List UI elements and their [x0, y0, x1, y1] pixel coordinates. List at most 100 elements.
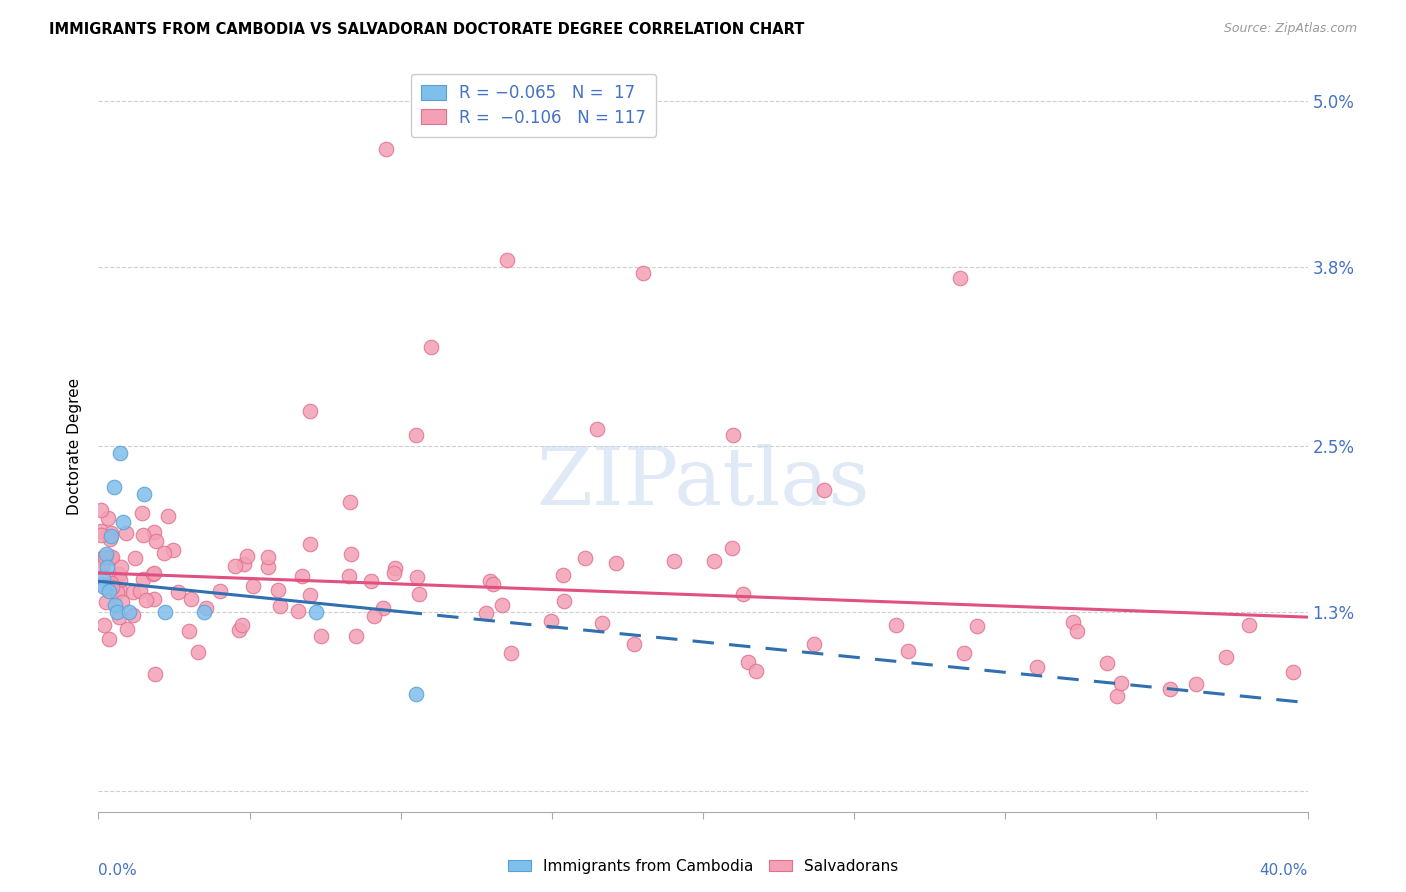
Point	[167, 584, 190, 599]
Point	[232, 557, 254, 571]
Point	[966, 619, 988, 633]
Point	[143, 667, 166, 681]
Point	[339, 495, 361, 509]
Point	[108, 566, 131, 581]
Point	[344, 629, 367, 643]
Point	[93, 549, 115, 564]
Point	[540, 614, 562, 628]
Point	[96, 560, 118, 574]
Point	[586, 422, 609, 436]
Text: 0.0%: 0.0%	[98, 863, 138, 878]
Point	[121, 607, 143, 622]
Point	[884, 617, 907, 632]
Point	[478, 574, 501, 589]
Point	[162, 543, 184, 558]
Point	[142, 524, 165, 539]
Point	[110, 560, 132, 574]
Point	[384, 561, 406, 575]
Point	[142, 566, 165, 580]
Point	[287, 604, 309, 618]
Point	[574, 551, 596, 566]
Point	[371, 600, 394, 615]
Point	[257, 549, 280, 564]
Point	[298, 588, 321, 602]
Point	[100, 526, 122, 541]
Point	[153, 546, 176, 560]
Point	[180, 592, 202, 607]
Point	[242, 579, 264, 593]
Point	[309, 629, 332, 643]
Point	[132, 528, 155, 542]
Point	[124, 550, 146, 565]
Point	[360, 574, 382, 588]
Text: Source: ZipAtlas.com: Source: ZipAtlas.com	[1223, 22, 1357, 36]
Point	[122, 584, 145, 599]
Point	[153, 605, 176, 619]
Point	[157, 509, 180, 524]
Point	[744, 664, 766, 678]
Point	[142, 567, 165, 582]
Point	[90, 528, 112, 542]
Legend: R = −0.065   N =  17, R =  −0.106   N = 117: R = −0.065 N = 17, R = −0.106 N = 117	[411, 74, 657, 136]
Point	[108, 610, 131, 624]
Point	[1095, 657, 1118, 671]
Point	[224, 559, 246, 574]
Point	[591, 616, 613, 631]
Point	[305, 605, 328, 619]
Point	[420, 340, 443, 354]
Point	[101, 549, 124, 564]
Point	[1185, 676, 1208, 690]
Point	[91, 550, 114, 565]
Point	[193, 605, 215, 619]
Point	[103, 480, 125, 494]
Text: IMMIGRANTS FROM CAMBODIA VS SALVADORAN DOCTORATE DEGREE CORRELATION CHART: IMMIGRANTS FROM CAMBODIA VS SALVADORAN D…	[49, 22, 804, 37]
Point	[94, 547, 117, 561]
Point	[813, 483, 835, 498]
Point	[98, 583, 121, 598]
Y-axis label: Doctorate Degree: Doctorate Degree	[67, 377, 83, 515]
Point	[128, 584, 150, 599]
Point	[195, 600, 218, 615]
Point	[132, 573, 155, 587]
Point	[803, 637, 825, 651]
Point	[90, 524, 112, 538]
Point	[91, 560, 114, 574]
Point	[177, 624, 200, 638]
Point	[374, 142, 396, 156]
Point	[291, 569, 314, 583]
Point	[1282, 665, 1305, 679]
Point	[299, 537, 322, 551]
Point	[299, 404, 322, 418]
Point	[105, 605, 128, 619]
Point	[553, 594, 575, 608]
Point	[111, 515, 134, 529]
Point	[731, 587, 754, 601]
Point	[236, 549, 259, 563]
Point	[96, 511, 118, 525]
Legend: Immigrants from Cambodia, Salvadorans: Immigrants from Cambodia, Salvadorans	[502, 853, 904, 880]
Point	[96, 595, 118, 609]
Point	[1066, 624, 1088, 638]
Point	[228, 624, 250, 638]
Point	[97, 632, 120, 646]
Point	[90, 576, 112, 591]
Point	[405, 428, 427, 442]
Point	[553, 568, 575, 582]
Point	[98, 532, 121, 546]
Point	[623, 637, 645, 651]
Point	[382, 566, 405, 581]
Point	[491, 599, 513, 613]
Point	[1062, 615, 1084, 630]
Point	[100, 529, 122, 543]
Point	[115, 525, 138, 540]
Point	[269, 599, 291, 614]
Point	[100, 580, 122, 594]
Text: 40.0%: 40.0%	[1260, 863, 1308, 878]
Point	[257, 559, 280, 574]
Point	[135, 592, 157, 607]
Point	[1026, 659, 1049, 673]
Point	[118, 605, 141, 619]
Point	[108, 446, 131, 460]
Point	[187, 644, 209, 658]
Point	[1109, 675, 1132, 690]
